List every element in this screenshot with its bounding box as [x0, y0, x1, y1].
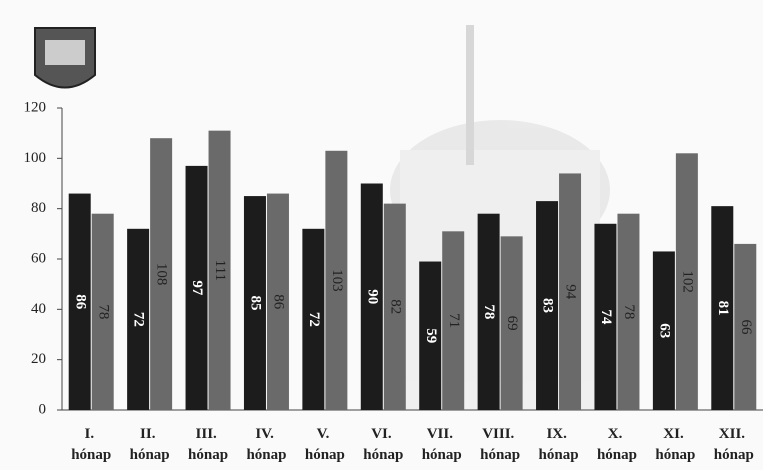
y-tick-label: 100	[24, 150, 47, 166]
data-label: 66	[738, 319, 754, 335]
data-label: 82	[387, 299, 403, 314]
data-label: 69	[504, 316, 520, 331]
data-label: 108	[154, 263, 170, 286]
bar	[711, 206, 734, 410]
data-label: 102	[679, 270, 695, 293]
x-tick-label: II. hónap	[130, 426, 170, 463]
x-tick-label: III. hónap	[188, 426, 228, 463]
data-label: 71	[446, 313, 462, 328]
data-label: 78	[621, 304, 637, 319]
y-tick-label: 40	[31, 301, 46, 317]
bar	[652, 251, 675, 410]
bar	[91, 213, 114, 410]
bar	[442, 231, 465, 410]
data-label: 81	[715, 301, 731, 316]
data-label: 103	[329, 269, 345, 292]
bar	[360, 183, 383, 410]
x-tick-label: I. hónap	[71, 426, 111, 463]
bar	[536, 201, 559, 410]
data-label: 72	[131, 312, 147, 327]
bar	[150, 138, 173, 410]
x-tick-label: VIII. hónap	[480, 426, 520, 463]
logo	[34, 27, 96, 89]
x-tick-label: V. hónap	[305, 426, 345, 463]
bar	[185, 165, 208, 410]
bar	[477, 213, 500, 410]
x-tick-label: X. hónap	[597, 426, 637, 463]
x-tick-label: IX. hónap	[539, 426, 579, 463]
bar	[68, 193, 91, 410]
y-tick-label: 120	[24, 99, 47, 115]
data-label: 90	[364, 289, 380, 304]
data-label: 59	[423, 328, 439, 343]
x-tick-label: VII. hónap	[422, 426, 462, 463]
bar	[419, 261, 442, 410]
bar	[500, 236, 523, 410]
data-label: 63	[656, 323, 672, 338]
x-tick-label: XI. hónap	[655, 426, 695, 463]
bar	[675, 153, 698, 411]
data-label: 72	[306, 312, 322, 327]
y-tick-label: 80	[31, 200, 46, 216]
bar	[617, 213, 640, 410]
bar	[127, 228, 150, 410]
bar	[325, 150, 348, 411]
bar	[559, 173, 582, 410]
data-label: 97	[189, 280, 205, 296]
y-tick-label: 60	[31, 250, 46, 266]
bar	[383, 203, 406, 410]
data-label: 111	[212, 260, 228, 281]
x-tick-label: VI. hónap	[363, 426, 403, 463]
data-label: 85	[248, 296, 264, 311]
bar	[734, 243, 757, 410]
bar	[594, 223, 617, 410]
bar	[243, 196, 266, 410]
y-tick-label: 20	[31, 351, 46, 367]
data-label: 86	[72, 294, 88, 310]
data-label: 86	[271, 294, 287, 310]
data-label: 78	[95, 304, 111, 319]
x-tick-label: IV. hónap	[246, 426, 286, 463]
bar	[208, 130, 231, 410]
data-label: 83	[540, 298, 556, 313]
data-label: 94	[563, 284, 579, 300]
x-tick-label: XII. hónap	[714, 426, 754, 463]
data-label: 74	[598, 309, 614, 325]
y-tick-label: 0	[39, 401, 47, 417]
data-label: 78	[481, 304, 497, 319]
bar	[266, 193, 289, 410]
bar	[302, 228, 325, 410]
